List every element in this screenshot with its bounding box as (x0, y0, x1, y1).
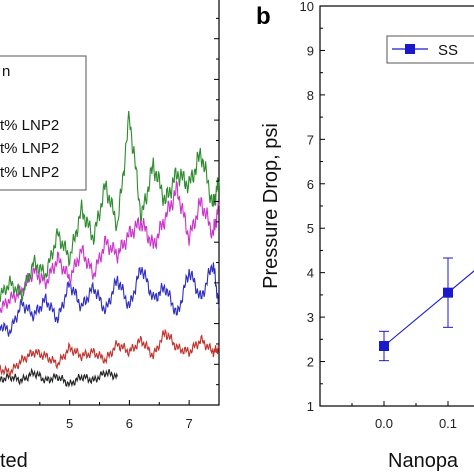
panel-b-data-point (443, 287, 453, 298)
panel-b-y-tick-label: 4 (307, 266, 314, 281)
panel-a-x-tick-label: 5 (66, 416, 73, 431)
panel-a-x-ticks: 5 6 7 (39, 17, 220, 431)
panel-b-y-tick-label: 8 (307, 88, 314, 103)
panel-b-plot-frame (319, 5, 474, 407)
panel-b-x-axis-title: Nanopa (388, 450, 459, 472)
panel-a-legend-entry-3: t% LNP2 (0, 140, 59, 157)
panel-a-series-line-3 (0, 262, 220, 337)
panel-b-y-tick-label: 6 (307, 177, 314, 192)
panel-a-series-line-1 (0, 367, 119, 388)
panel-a-x-tick-label: 6 (126, 416, 133, 431)
panel-a-legend-box (0, 55, 87, 191)
panel-b-x-ticks: 0.0 0.1 (351, 401, 457, 431)
panel-a-x-axis-title: ted (0, 450, 28, 472)
panel-b-y-tick-label: 7 (307, 132, 314, 147)
panel-b-label: b (256, 3, 271, 30)
panel-b-y-tick-label: 3 (307, 310, 314, 325)
panel-b-legend-marker (405, 44, 415, 54)
panel-b-x-tick-label: 0.1 (439, 416, 457, 431)
panel-a-legend-entry-2: t% LNP2 (0, 117, 59, 134)
panel-b-y-tick-label: 10 (300, 0, 314, 14)
panel-a-legend-entry-1: n (2, 63, 10, 80)
panel-a-series-line-5 (0, 110, 220, 303)
panel-b-y-axis-title: Pressure Drop, psi (260, 123, 282, 289)
panel-a-legend-entry-4: t% LNP2 (0, 164, 59, 181)
panel-b-series-group (379, 257, 474, 362)
panel-b-y-ticks: 1 2 3 4 5 6 7 8 9 10 (300, 0, 325, 414)
panel-b-series-line (383, 270, 474, 347)
panel-b-y-tick-label: 1 (307, 399, 314, 414)
panel-a-series-group (0, 110, 220, 388)
panel-b-x-tick-label: 0.0 (375, 416, 393, 431)
panel-b-data-point (379, 341, 389, 351)
panel-b-y-tick-label: 2 (307, 355, 314, 370)
panel-b-legend-entry-ss: SS (438, 42, 458, 59)
panel-a-x-tick-label: 7 (186, 416, 193, 431)
panel-b-y-tick-label: 5 (307, 221, 314, 236)
panel-a: 5 6 7 ted n t% LNP2 t% LNP2 t% LNP2 (0, 0, 220, 472)
panel-b-y-tick-label: 9 (307, 43, 314, 58)
panel-a-series-line-2 (0, 328, 220, 377)
